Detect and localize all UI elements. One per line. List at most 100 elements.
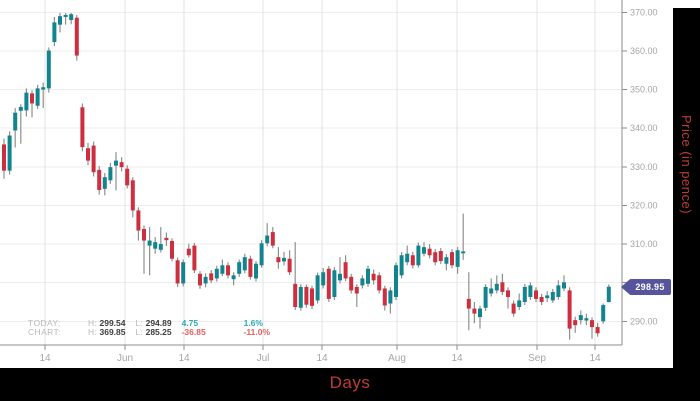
legend-label: CHART: bbox=[28, 327, 61, 337]
right-axis-strip: Price (in pence) bbox=[673, 8, 700, 401]
low-key: L: bbox=[135, 327, 143, 337]
candle-body bbox=[444, 257, 449, 264]
candle-body bbox=[298, 286, 303, 308]
y-tick-label: 360.00 bbox=[630, 46, 658, 56]
candle-body bbox=[332, 270, 337, 297]
candle-body bbox=[136, 210, 141, 231]
candle-body bbox=[175, 260, 180, 284]
chart-change-value: -36.85 bbox=[181, 327, 206, 337]
candle-body bbox=[382, 288, 387, 306]
candle-body bbox=[394, 265, 398, 297]
candle-body bbox=[416, 245, 421, 266]
today-change-percent: 1.6% bbox=[243, 318, 263, 328]
candle-body bbox=[522, 286, 527, 302]
candle-body bbox=[97, 169, 102, 190]
candle-body bbox=[321, 272, 326, 286]
candle-body bbox=[86, 148, 90, 161]
y-tick-label: 370.00 bbox=[630, 7, 658, 17]
candle-body bbox=[130, 180, 135, 211]
candle-body bbox=[601, 305, 606, 322]
candle-body bbox=[310, 288, 314, 306]
candle-body bbox=[517, 300, 522, 308]
high-key: H: bbox=[88, 327, 97, 337]
candle-body bbox=[142, 228, 146, 241]
candle-body bbox=[52, 22, 57, 43]
candle-body bbox=[371, 273, 376, 281]
candle-body bbox=[7, 135, 12, 171]
candle-body bbox=[220, 265, 225, 274]
candle-body bbox=[578, 315, 583, 321]
candle-body bbox=[450, 252, 454, 266]
candle-body bbox=[556, 285, 561, 297]
candle-body bbox=[567, 290, 572, 329]
legend-row-today: TODAY: H: 299.54 L: 294.89 4.75 1.6% bbox=[28, 319, 270, 328]
candle-body bbox=[30, 93, 34, 104]
candle-body bbox=[46, 50, 51, 89]
legend-row-chart: CHART: H: 369.85 L: 285.25 -36.85 -11.0% bbox=[28, 328, 270, 337]
last-price-value: 298.95 bbox=[629, 279, 671, 295]
y-tick-label: 320.00 bbox=[630, 200, 658, 210]
y-axis-title: Price (in pence) bbox=[679, 115, 694, 215]
candle-body bbox=[433, 252, 438, 263]
x-tick-label: Aug bbox=[388, 353, 406, 364]
candle-body bbox=[349, 276, 354, 291]
candle-body bbox=[108, 167, 113, 181]
last-price-badge: 298.95 bbox=[621, 279, 671, 295]
v-gridlines bbox=[44, 0, 596, 345]
candle-body bbox=[287, 258, 292, 273]
candle-body bbox=[343, 262, 348, 279]
candle-body bbox=[360, 278, 365, 286]
candle-body bbox=[153, 242, 158, 249]
candle-body bbox=[41, 87, 46, 90]
candle-body bbox=[399, 255, 404, 276]
candle-body bbox=[534, 290, 538, 299]
chart-legend: TODAY: H: 299.54 L: 294.89 4.75 1.6% CHA… bbox=[28, 319, 270, 337]
axis-ticks bbox=[44, 11, 627, 350]
candle-body bbox=[125, 168, 130, 186]
today-low-value: 294.89 bbox=[145, 318, 172, 328]
candle-body bbox=[422, 247, 426, 254]
candle-body bbox=[147, 240, 152, 246]
candle-body bbox=[58, 16, 62, 25]
x-tick-label: 14 bbox=[451, 353, 463, 364]
candle-body bbox=[293, 283, 298, 308]
candle-body bbox=[214, 268, 219, 279]
candle-body bbox=[69, 14, 74, 21]
candle-body bbox=[80, 107, 85, 148]
today-high-value: 299.54 bbox=[99, 318, 126, 328]
candle-body bbox=[192, 245, 197, 271]
candle-body bbox=[259, 243, 264, 266]
h-gridlines bbox=[0, 11, 622, 322]
candle-body bbox=[511, 303, 516, 314]
candle-body bbox=[545, 295, 550, 299]
candle-body bbox=[315, 275, 320, 301]
candle-body bbox=[35, 88, 40, 106]
badge-arrow-icon bbox=[621, 280, 629, 294]
candle-body bbox=[595, 327, 600, 334]
candle-body bbox=[248, 258, 253, 277]
candle-body bbox=[181, 262, 186, 284]
x-tick-label: Sep bbox=[528, 353, 546, 364]
x-tick-label: 14 bbox=[178, 353, 190, 364]
candle-body bbox=[63, 15, 68, 17]
candle-body bbox=[461, 251, 466, 254]
candle-body bbox=[74, 17, 79, 56]
chart-high-value: 369.85 bbox=[99, 327, 126, 337]
chart-low-value: 285.25 bbox=[145, 327, 172, 337]
candle-body bbox=[438, 251, 443, 262]
x-tick-label: 14 bbox=[316, 353, 328, 364]
candle-body bbox=[270, 232, 275, 246]
candle-body bbox=[282, 257, 286, 262]
candle-body bbox=[489, 288, 494, 294]
candle-body bbox=[276, 257, 281, 263]
candle-body bbox=[606, 286, 611, 302]
candle-body bbox=[377, 275, 382, 291]
x-tick-labels: 14 Jun 14 Jul 14 Aug 14 Sep 14 bbox=[39, 353, 601, 364]
candle-body bbox=[231, 275, 236, 280]
candle-body bbox=[170, 240, 174, 259]
candle-body bbox=[114, 160, 118, 166]
y-tick-label: 350.00 bbox=[630, 85, 658, 95]
candle-body bbox=[573, 320, 578, 326]
